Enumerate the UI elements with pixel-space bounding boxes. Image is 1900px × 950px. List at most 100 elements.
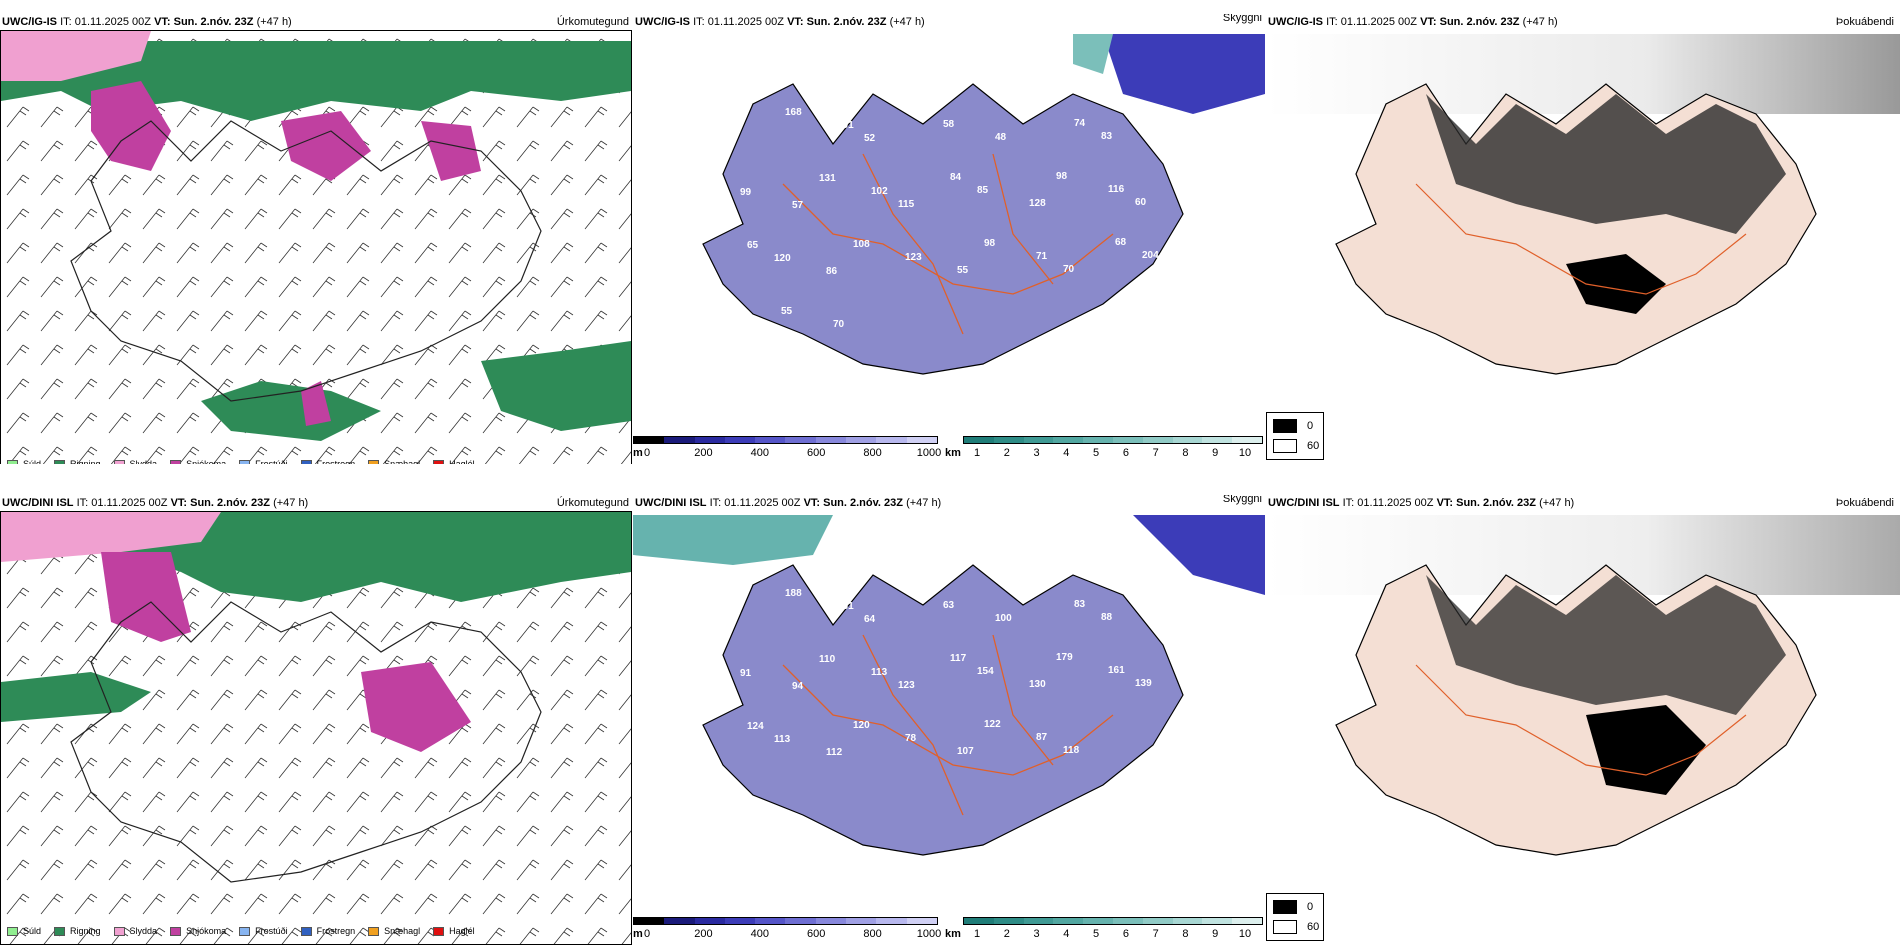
vt-value: Sun. 2.nóv. 23Z [823,497,903,509]
ceiling-value-label: 168 [785,107,802,118]
ceiling-value-label: 98 [1056,171,1068,182]
lead-time: (+47 h) [1522,16,1558,28]
vt-label: VT: [170,497,188,509]
precip-legend: Súld Rigning Slydda Snjókoma Frostúði Fr… [7,926,488,936]
ceiling-value-label: 120 [774,253,791,264]
colorbar-segment [785,918,816,924]
colorbar-tick-label: 7 [1152,928,1159,940]
colorbar-tick-label: 6 [1122,928,1129,940]
it-value: 01.11.2025 00Z [1357,497,1434,509]
ceiling-value-label: 78 [905,733,917,744]
ceiling-value-label: 48 [995,132,1007,143]
colorbar-segment [846,437,877,443]
legend-item-freezing-drizzle: Frostúði [239,926,288,936]
ceiling-value-label: 99 [740,187,752,198]
vt-value: Sun. 2.nóv. 23Z [806,16,887,28]
colorbar-segment [1232,918,1262,924]
iceland-coastline [702,564,1184,856]
ceiling-value-label: 188 [785,588,802,599]
ceiling-value-label: 108 [853,239,870,250]
colorbar-tick-label: 5 [1093,928,1100,940]
fog-panel-bottom: UWC/DINI ISL IT: 01.11.2025 00Z VT: Sun.… [1266,495,1900,945]
ceiling-value-label: 83 [1101,131,1113,142]
colorbar-segment [1023,437,1054,443]
colorbar-segment [664,918,695,924]
fog-offshore [1266,515,1900,595]
model-name: UWC/IG-IS [635,16,690,28]
snow-area [91,81,171,171]
it-label: IT: [1342,497,1355,509]
fog-panel-top: UWC/IG-IS IT: 01.11.2025 00Z VT: Sun. 2.… [1266,14,1900,464]
colorbar-tick-label: 5 [1093,447,1100,459]
ceiling-value-label: 52 [864,133,876,144]
ceiling-value-label: 47 [916,106,928,117]
colorbar-segment [876,437,907,443]
colorbar-segment [1083,918,1113,924]
ceiling-value-label: 118 [1063,745,1080,756]
ceiling-value-label: 98 [984,238,996,249]
precip-map [1,512,631,944]
ceiling-value-label: 110 [819,654,836,665]
map-frame: Súld Rigning Slydda Snjókoma Frostúði Fr… [0,30,632,464]
sleet-area [1,512,221,562]
snow-area [301,381,331,426]
colorbar-tick-label: 3 [1033,447,1040,459]
vt-value: Sun. 2.nóv. 23Z [173,16,254,28]
panel-header: UWC/DINI ISL IT: 01.11.2025 00Z VT: Sun.… [1266,495,1900,511]
it-label: IT: [1326,16,1338,28]
ceiling-value-label: 197 [754,333,771,344]
it-value: 01.11.2025 00Z [91,497,168,509]
low-ceiling-area [1103,34,1265,114]
ceiling-value-label: 83 [1074,599,1086,610]
model-name: UWC/DINI ISL [635,497,707,509]
model-name: UWC/DINI ISL [1268,497,1340,509]
snow-area [281,111,371,181]
precip-panel-top: UWC/IG-IS IT: 01.11.2025 00Z VT: Sun. 2.… [0,14,632,464]
ceiling-value-label: 49 [1022,105,1034,116]
ceiling-value-label: 87 [1036,732,1048,743]
colorbar-tick-label: 1 [973,928,981,940]
snow-area [421,121,481,181]
ceiling-map [702,34,1265,375]
ceiling-value-label: 123 [898,680,915,691]
legend-item-snow: Snjókoma [170,926,226,936]
colorbar-segment [964,437,994,443]
colorbar-segment [876,918,907,924]
colorbar-tick-label: 4 [1063,928,1070,940]
panel-header: UWC/IG-IS IT: 01.11.2025 00Z VT: Sun. 2.… [633,14,1265,30]
ceiling-value-label: 85 [977,185,989,196]
legend-item-drizzle: Súld [7,926,41,936]
ceiling-value-label: 94 [792,681,804,692]
colorbar-tick-label: 6 [1122,447,1129,459]
ceiling-value-label: 71 [1036,251,1048,262]
colorbar-segment [1142,437,1173,443]
ceiling-value-label: 68 [1115,237,1127,248]
colorbar-segment [785,437,816,443]
colorbar-segment [724,437,756,443]
panel-title: Þokuábendi [1835,16,1894,28]
colorbar-tick-label: 200 [694,928,713,940]
colorbar-segment [664,437,695,443]
legend-item-drizzle: Súld [7,459,41,464]
ceiling-colorbar [633,917,938,925]
colorbar-segment [815,437,847,443]
panel-title: Skyggni [1222,495,1262,505]
ceiling-value-label: 55 [781,306,793,317]
vt-label: VT: [1436,497,1454,509]
road-network [1415,664,1747,776]
colorbar-tick-label: 1000 [916,447,942,459]
it-label: IT: [60,16,72,28]
ceiling-value-label: 60 [1135,197,1147,208]
lead-time: (+47 h) [906,497,942,509]
colorbar-segment [694,918,725,924]
panel-title: Þokuábendi [1835,497,1894,509]
colorbar-segment [1202,437,1233,443]
colorbar-segment [724,918,756,924]
colorbar-segment [1053,437,1084,443]
colorbar-segment [815,918,847,924]
it-label: IT: [693,16,705,28]
fog-legend-dark: 0 [1273,419,1313,433]
colorbar-tick-label: 8 [1182,928,1189,940]
ceiling-value-label: 124 [747,721,764,732]
colorbar-tick-label: 10 [1238,928,1252,940]
